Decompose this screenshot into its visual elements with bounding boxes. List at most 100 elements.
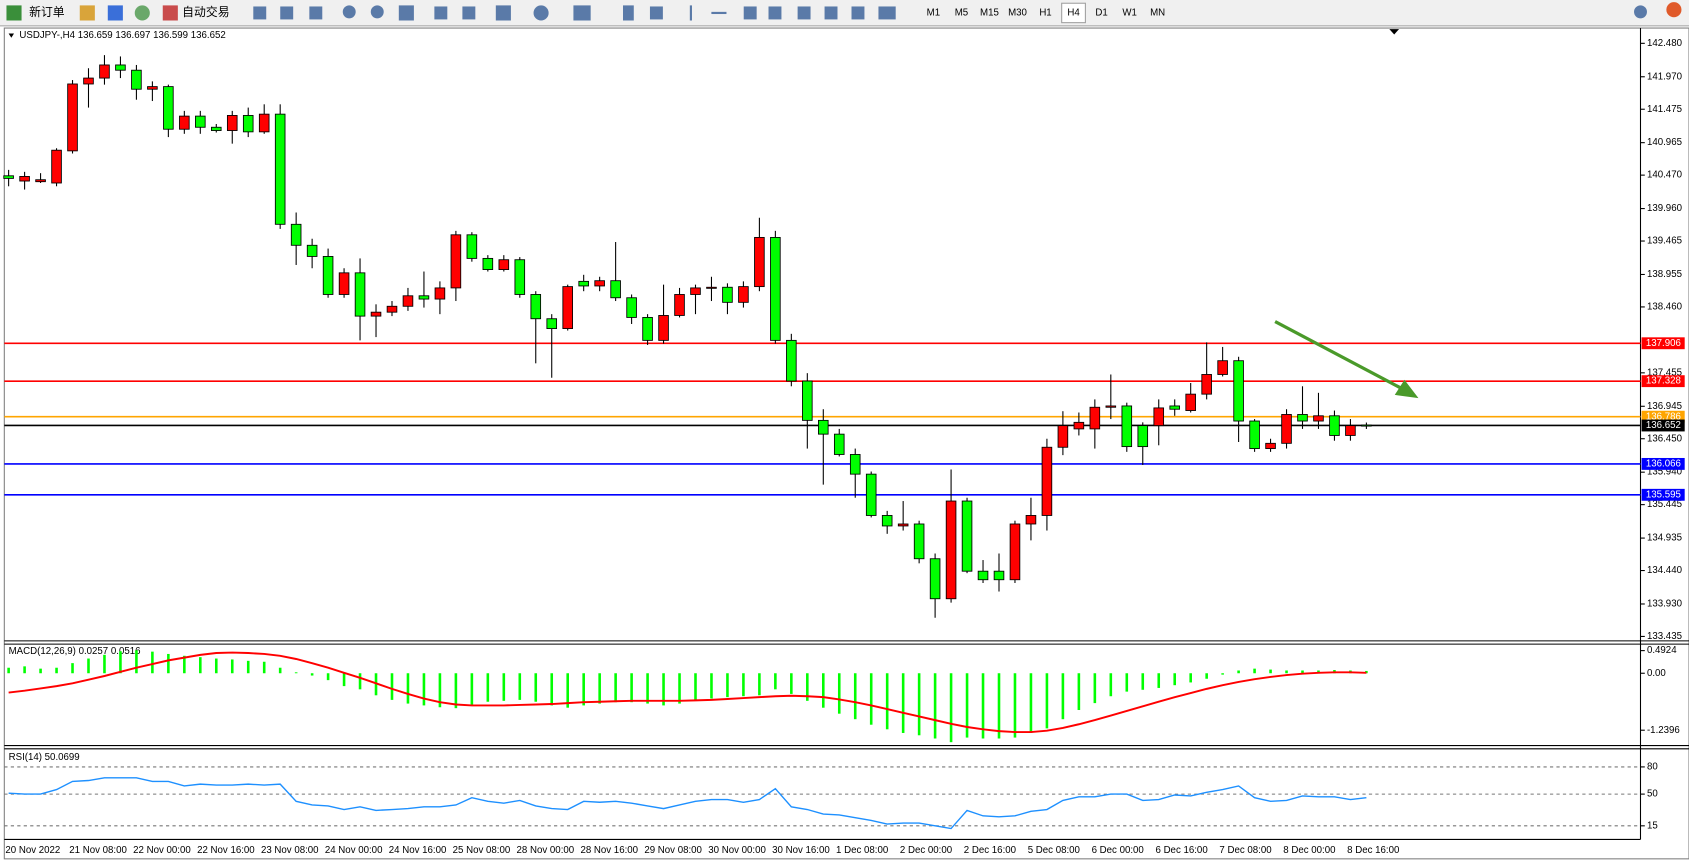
x-tick-label: 24 Nov 16:00 [389,845,447,856]
macd-bar [1253,668,1256,674]
candle-body [163,86,174,130]
zoom-in[interactable] [342,5,356,19]
vline-tool[interactable] [689,5,692,21]
tool-icon[interactable] [107,5,123,21]
x-tick-label: 28 Nov 00:00 [517,845,575,856]
tool-icon[interactable] [878,6,896,20]
candle-body [1281,414,1292,444]
timeframe-button[interactable]: M15 [980,8,999,19]
timeframe-button[interactable]: W1 [1122,8,1137,19]
macd-title: MACD(12,26,9) 0.0257 0.0516 [9,646,141,657]
new-order-icon[interactable] [6,5,22,21]
signal-line [8,651,1367,734]
candle-body [99,64,110,79]
tool-icon[interactable] [134,5,150,21]
candle-body [195,115,206,128]
cursor-tool[interactable] [623,5,634,21]
candle-body [418,295,430,300]
y-tick-label: -1.2396 [1647,725,1680,736]
timeframe-button[interactable]: H1 [1039,8,1051,19]
macd-bar [1077,673,1081,711]
macd-bar [1141,673,1145,690]
candle-body [1121,405,1133,448]
candle-body [338,272,350,295]
y-tick-label: 133.435 [1647,631,1682,642]
crosshair-tool[interactable] [649,6,663,20]
tool-icon[interactable] [280,6,294,20]
macd-bar [1125,673,1129,692]
timeframe-button[interactable]: H4 [1067,8,1080,19]
tool-icon[interactable] [495,5,511,21]
tool-icon[interactable] [462,6,476,20]
macd-bar [1157,673,1161,688]
y-tick-label: 135.445 [1647,499,1682,510]
macd-bar [1029,673,1033,733]
x-tick-label: 6 Dec 16:00 [1156,845,1209,856]
x-tick-label: 1 Dec 08:00 [836,845,889,856]
rsi-line [8,777,1367,830]
timeframe-button[interactable]: M5 [955,8,968,19]
chart-window [3,27,1689,860]
macd-bar [630,673,633,703]
candle-body [1185,393,1196,411]
y-tick-label: 135.940 [1647,467,1683,478]
timeframe-button[interactable]: M30 [1008,8,1027,19]
y-tick-label: 140.965 [1647,137,1682,148]
candle-body [306,244,318,257]
macd-bar [1269,669,1272,674]
tool-icon[interactable] [253,6,267,20]
tool-icon[interactable] [768,6,782,20]
macd-bar [23,666,26,674]
macd-bar [119,651,122,674]
macd-bar [438,673,442,708]
tool-icon[interactable] [851,6,865,20]
macd-bar [774,673,777,690]
tool-icon[interactable] [309,6,323,20]
x-tick-label: 5 Dec 08:00 [1028,845,1081,856]
timeframe-button[interactable]: M1 [927,8,940,19]
tool-icon[interactable] [573,5,591,21]
tool-icon[interactable] [533,5,549,21]
search[interactable] [1634,5,1647,19]
price-level-tag [1641,488,1685,501]
candle-body [1137,425,1149,448]
tool-icon[interactable] [434,6,448,20]
macd-bar [869,673,873,725]
auto-trading-icon[interactable] [162,5,178,21]
candle-body [115,64,126,71]
candle-body [1233,360,1244,422]
macd-bar [103,654,106,674]
tool-icon[interactable] [743,6,757,20]
macd-bar [1013,673,1017,738]
x-tick-label: 29 Nov 08:00 [644,845,702,856]
hline-tool[interactable] [711,11,727,15]
macd-bar [71,663,74,674]
candle-body [738,286,749,303]
symbol-menu[interactable] [8,33,15,38]
auto-trading-button[interactable]: 自动交易 [182,5,229,19]
timeframe-button[interactable]: MN [1150,8,1165,19]
candle-body [19,176,30,182]
tool-icon[interactable] [824,6,838,20]
y-tick-label: 136.450 [1647,433,1683,444]
shift-marker [1389,29,1400,35]
price-level-tag [1641,375,1685,388]
macd-bar [310,673,314,676]
candle-body [562,286,573,330]
macd-bar [1093,673,1097,704]
candle-body [434,287,446,300]
x-tick-label: 30 Nov 16:00 [772,845,830,856]
tool-icon[interactable] [797,6,811,20]
tool-icon[interactable] [398,5,414,21]
tool-icon[interactable] [79,5,95,21]
candle-body [1025,515,1037,525]
x-tick-label: 22 Nov 16:00 [197,845,255,856]
candle-body [482,257,494,270]
notification[interactable] [1666,2,1682,18]
y-tick-label: 142.480 [1647,38,1683,49]
candle-body [1361,424,1372,427]
new-order-button[interactable]: 新订单 [29,5,65,19]
zoom-out[interactable] [370,5,384,19]
x-tick-label: 25 Nov 08:00 [453,845,511,856]
timeframe-button[interactable]: D1 [1095,8,1107,19]
